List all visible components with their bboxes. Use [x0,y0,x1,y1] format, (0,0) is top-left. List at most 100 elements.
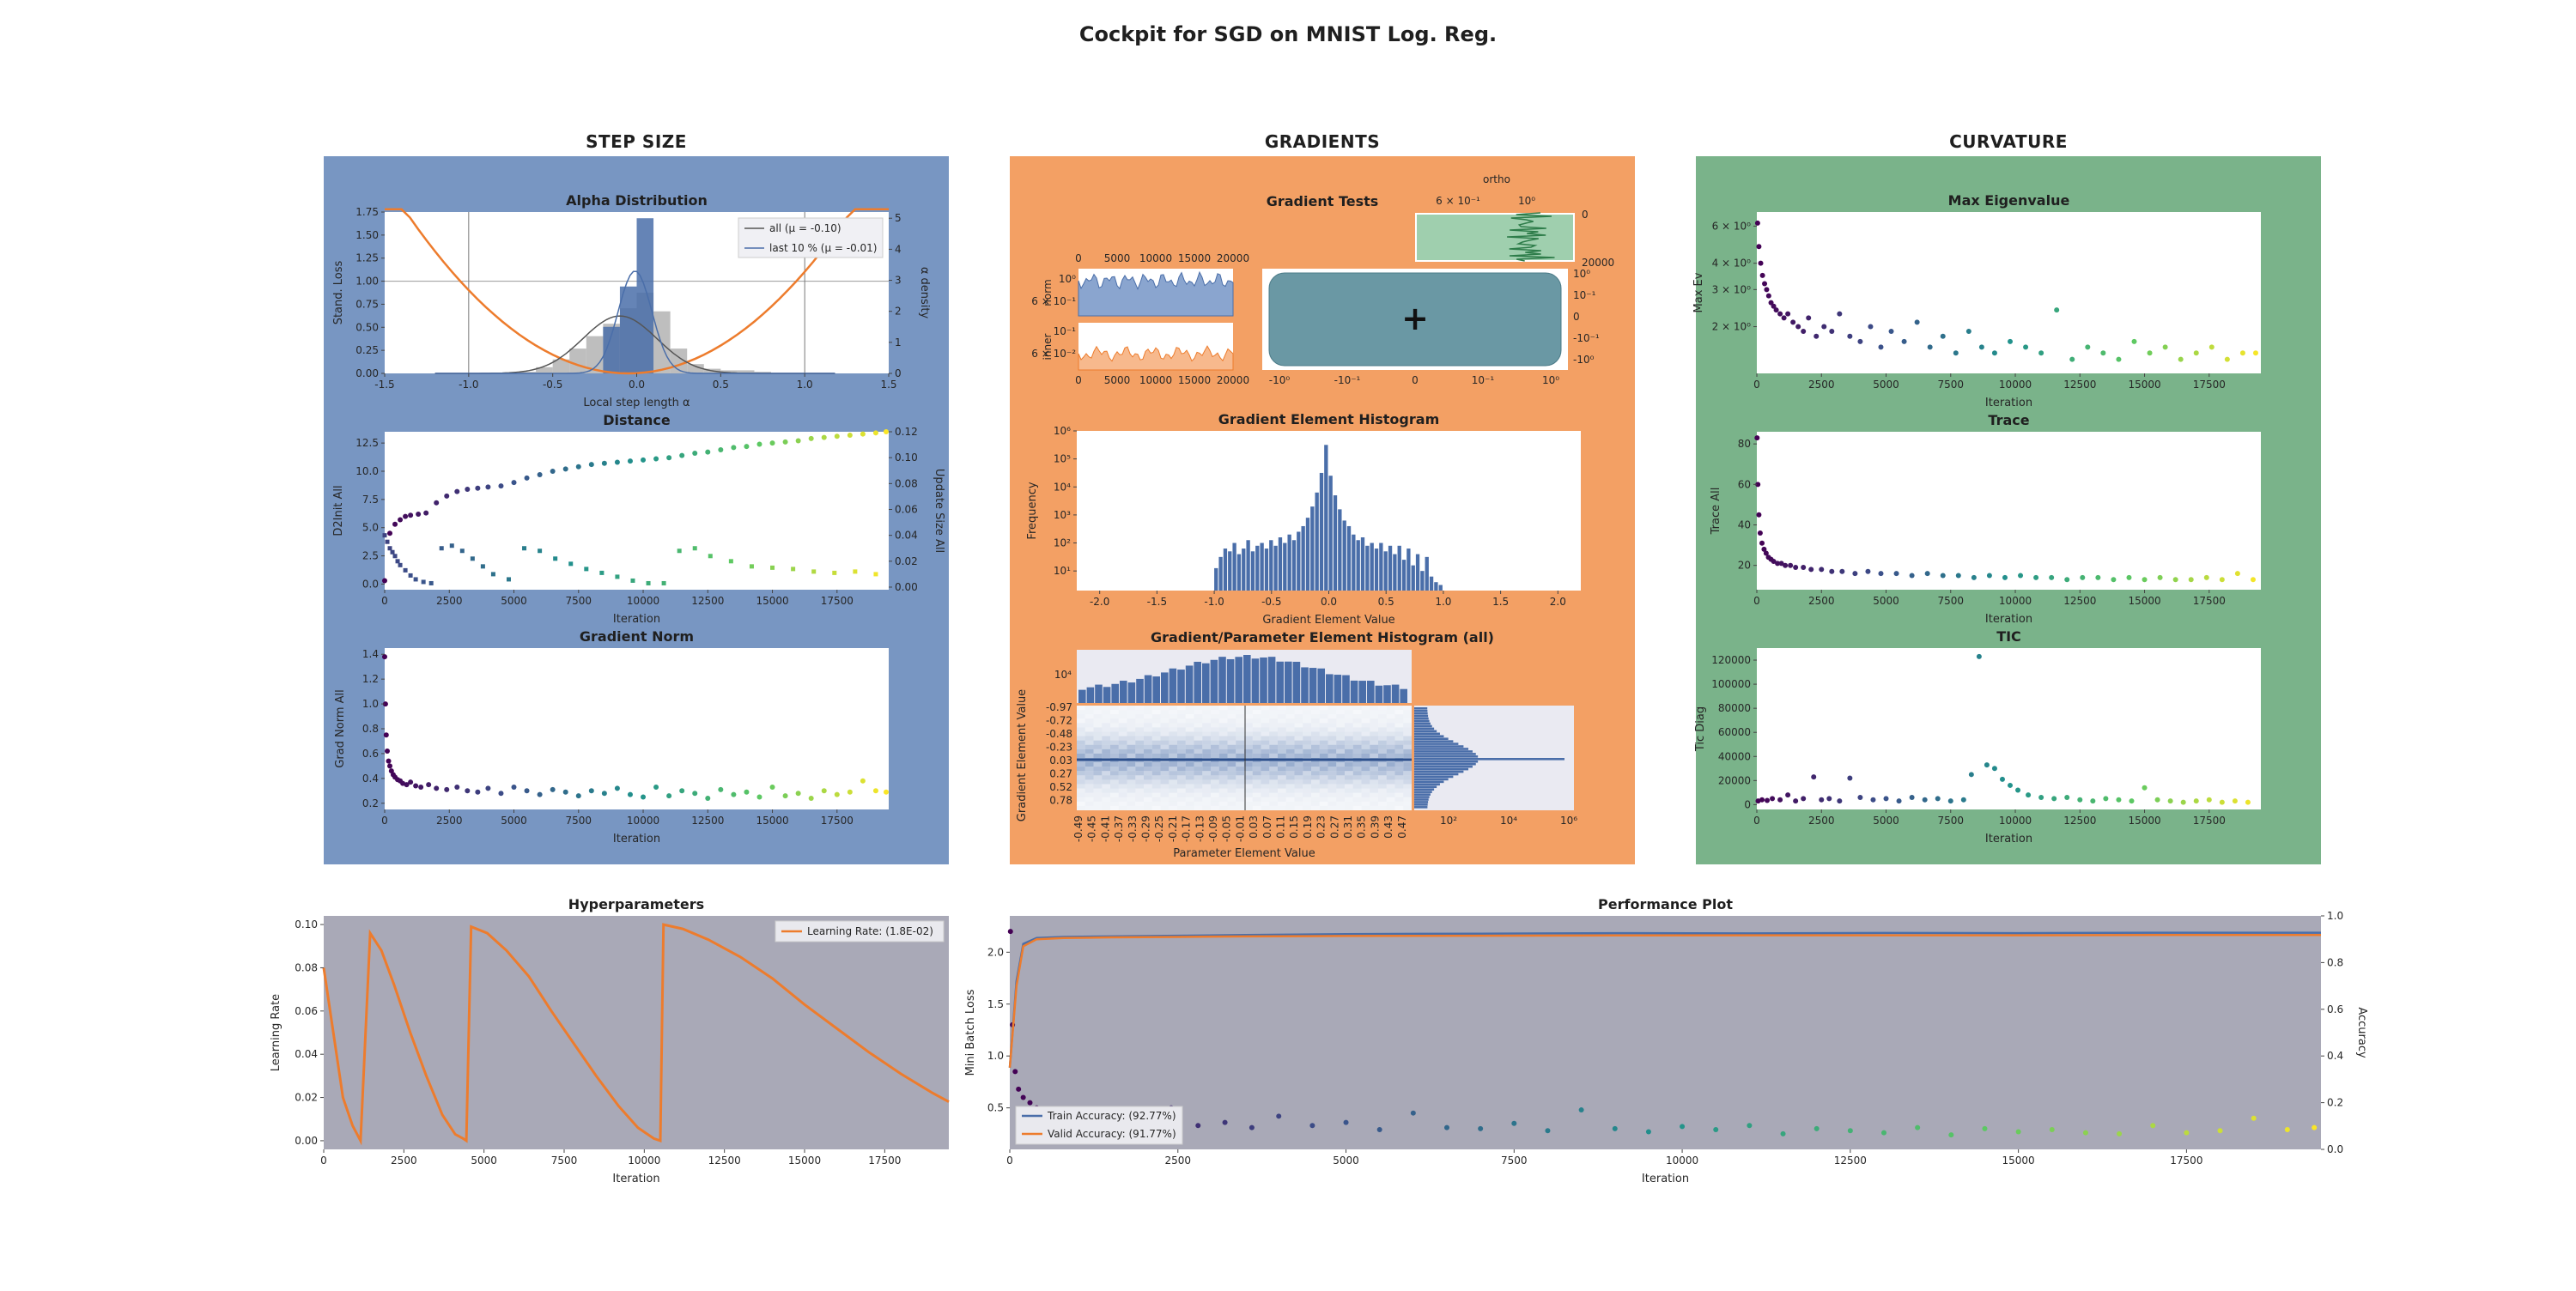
gradparam-heatmap-cell [1177,749,1186,754]
gradhist-bar [1269,540,1273,591]
gradparam-heatmap-cell [1084,740,1094,745]
perf-y2tick-label: 0.8 [2327,956,2343,968]
gradparam-heatmap-cell [1236,718,1244,724]
gradparam-heatmap-cell [1169,706,1177,711]
gradparam-xtick: 0.27 [1328,815,1340,839]
gradparam-xtick: 0.47 [1396,815,1408,839]
gradparam-heatmap-cell [1202,727,1211,732]
gradparam-heatmap-cell [1278,714,1286,719]
alpha-hist-all-bar [653,311,671,373]
gradparam-heatmap-cell [1269,710,1278,715]
perf-loss-point [1680,1124,1686,1130]
gradparam-heatmap-cell [1077,740,1085,745]
gradtests-norm-curve [1078,270,1234,317]
trace-point [2142,577,2148,583]
gradparam-heatmap-cell [1252,767,1261,772]
gradparam-heatmap-cell [1077,775,1085,780]
tic-point [1819,797,1825,803]
alpha-ytick-label: 0.25 [355,344,379,356]
gradparam-heatmap-cell [1211,779,1219,785]
gradparam-heatmap-cell [1370,740,1378,745]
gradparam-heatmap-cell [1311,714,1320,719]
trace-point [2219,577,2225,583]
gradparam-heatmap-cell [1227,801,1236,806]
distance-update-size-point [408,573,413,578]
gradparam-top-bar [1111,683,1119,703]
gradparam-heatmap-cell [1303,797,1311,802]
gradparam-heatmap-cell [1285,797,1295,802]
gradnorm-point [537,791,543,797]
tic-point [2180,799,2186,805]
gradparam-heatmap-cell [1345,740,1353,745]
gradparam-heatmap-cell [1352,749,1362,754]
gradtests-center-density [1268,272,1562,367]
gradparam-side-bar [1414,717,1429,720]
gradparam-heatmap-cell [1077,779,1085,785]
gradparam-heatmap-cell [1361,706,1370,711]
maxev-point [1914,319,1920,325]
gradparam-heatmap-cell [1403,767,1412,772]
gradparam-heatmap-cell [1202,740,1211,745]
trace-point [2203,574,2209,580]
trace-point [1775,561,1781,567]
gradtests-top-xtick: 15000 [1178,252,1211,264]
gradparam-heatmap-cell [1252,749,1261,754]
gradparam-heatmap-cell [1294,805,1303,810]
gradparam-side-bar [1414,780,1444,784]
gradparam-heatmap-cell [1269,775,1278,780]
gradparam-heatmap-cell [1285,767,1295,772]
gradtests-ortho-label: ortho [1483,173,1510,185]
gradparam-heatmap-cell [1244,792,1253,797]
alpha-ytick-label: 1.75 [355,206,379,218]
gradparam-heatmap-cell [1077,784,1085,789]
maxev-point [1754,220,1760,226]
distance-d2init-point [744,444,750,450]
gradparam-heatmap-cell [1177,788,1186,793]
gradhist-xtick-label: -2.0 [1090,596,1109,608]
gradparam-side-xtick: 10⁶ [1560,815,1577,827]
maxev-xlabel: Iteration [1985,397,2032,409]
gradparam-heatmap-cell [1236,736,1244,741]
gradparam-xtick: 0.31 [1342,815,1354,839]
gradnorm-point [731,791,737,797]
trace-point [1788,562,1794,568]
gradparam-top-bar [1161,672,1169,703]
gradparam-heatmap-cell [1135,736,1144,741]
tic-xtick-label: 7500 [1937,815,1964,827]
gradparam-heatmap-cell [1303,779,1311,785]
gradparam-side-bar [1414,742,1459,745]
gradparam-heatmap-cell [1352,736,1362,741]
distance-y2tick-label: 0.04 [895,530,918,542]
gradhist-bar [1434,582,1438,591]
alpha-hist-last-bar [619,286,637,373]
gradtests-inner-ytick: 10⁻¹ [1054,325,1077,337]
gradhist-xtick-label: -0.5 [1261,596,1281,608]
distance-d2init-point [588,462,594,468]
distance-update-size-point [459,549,465,554]
distance-update-size-point [398,562,403,567]
gradparam-heatmap-cell [1319,706,1328,711]
gradnorm-point [883,789,889,795]
gradparam-heatmap-cell [1110,710,1119,715]
gradparam-heatmap-cell [1285,762,1295,767]
gradparam-heatmap-cell [1403,784,1412,789]
gradparam-heatmap-cell [1244,706,1253,711]
gradparam-heatmap-cell [1169,714,1177,719]
gradhist-xtick-label: -1.5 [1147,596,1167,608]
gradnorm-ytick-label: 1.2 [362,673,379,685]
gradparam-xtick: -0.49 [1072,815,1084,842]
tic-xtick-label: 2500 [1808,815,1835,827]
gradparam-heatmap-cell [1261,788,1270,793]
gradparam-heatmap-cell [1169,744,1177,749]
tic-point [2038,794,2044,800]
gradparam-heatmap-cell [1077,753,1085,758]
gradhist-bar [1406,549,1411,591]
gradparam-heatmap-cell [1278,710,1286,715]
gradparam-heatmap-cell [1285,714,1295,719]
gradparam-heatmap-cell [1118,753,1127,758]
gradparam-heatmap-cell [1202,801,1211,806]
gradparam-heatmap-cell [1352,723,1362,728]
gradparam-heatmap-cell [1278,749,1286,754]
maxev-point [1821,324,1827,330]
maxev-point [1857,338,1863,344]
